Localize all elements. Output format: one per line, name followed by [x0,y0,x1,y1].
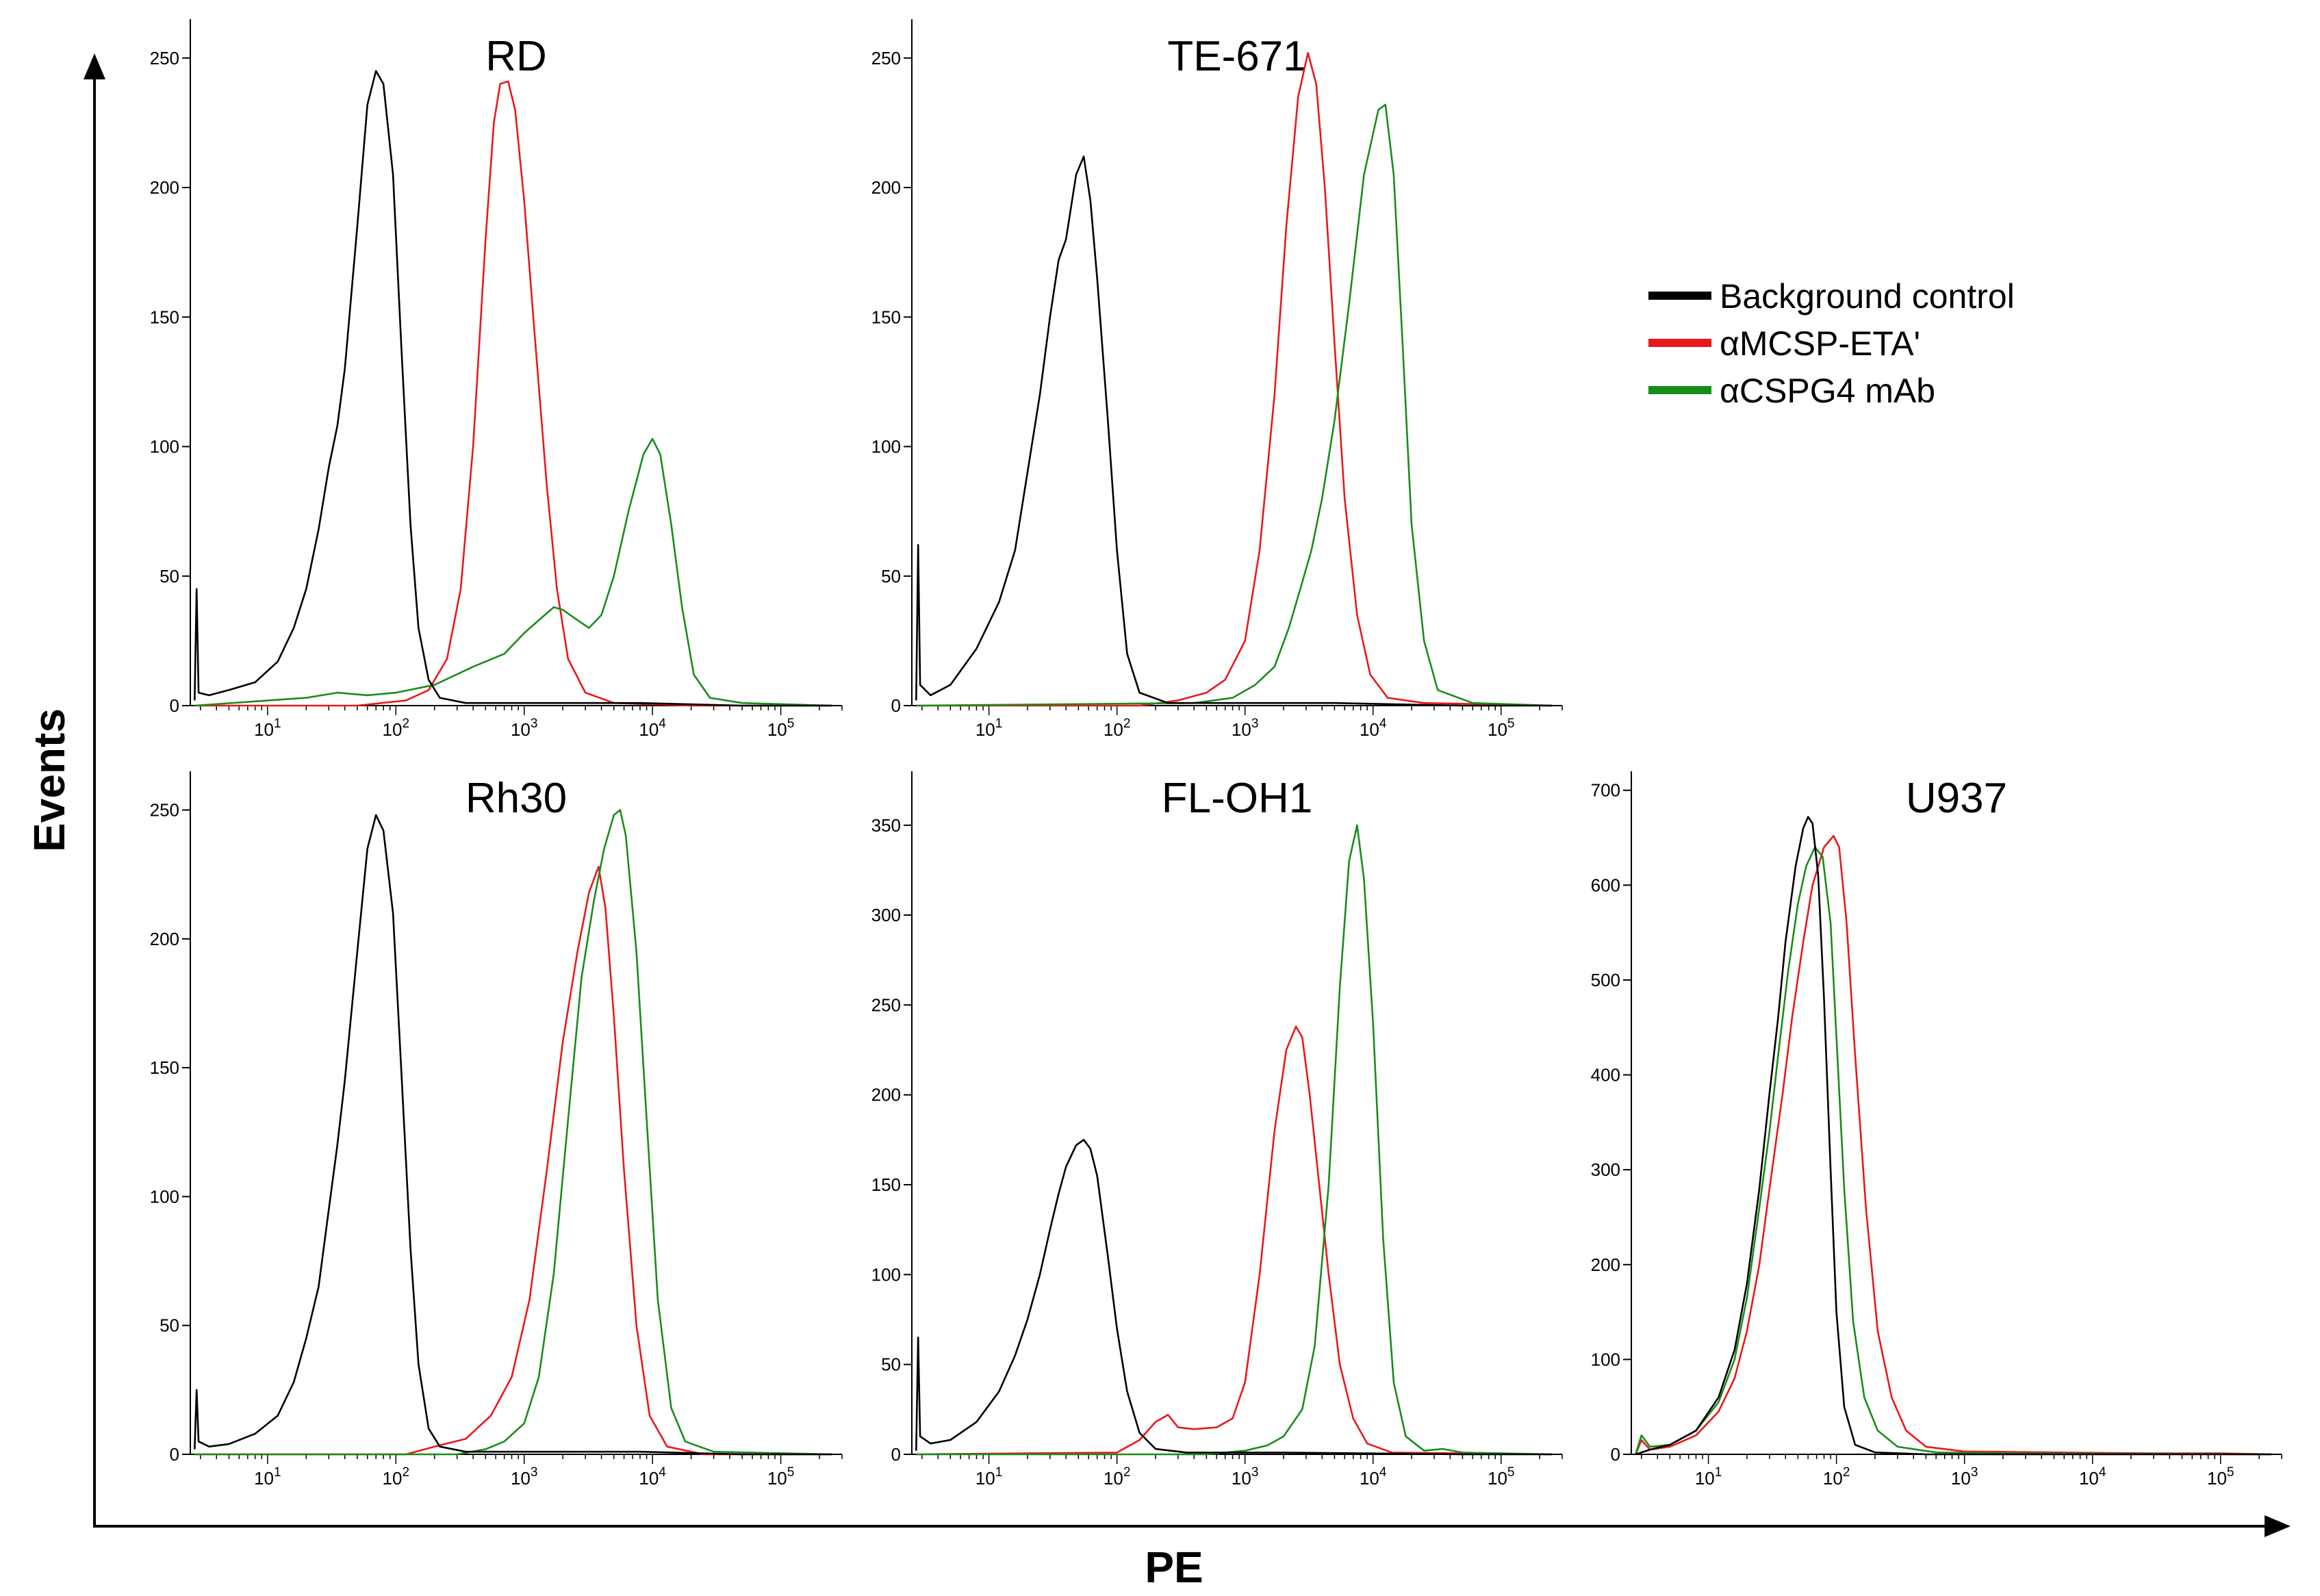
y-tick-label: 400 [1591,1065,1620,1085]
y-tick-label: 0 [891,1444,901,1465]
y-tick-label: 250 [150,799,179,820]
y-tick-label: 0 [170,695,179,716]
x-tick-label: 103 [1232,717,1259,740]
panel-title: RD [485,33,547,80]
global-axes: PE Events [25,53,2291,1592]
x-tick-label: 103 [1232,1465,1259,1489]
y-tick-label: 150 [150,307,179,327]
x-tick-label: 104 [1360,1465,1387,1489]
legend-label-mcsp-eta: αMCSP-ETA' [1720,324,1920,363]
series-line--mcsp-eta- [916,51,1553,707]
y-tick-label: 0 [1611,1444,1620,1465]
x-tick-label: 103 [511,1465,538,1489]
y-tick-label: 50 [160,1315,179,1336]
y-tick-label: 200 [150,929,179,949]
legend: Background control αMCSP-ETA' αCSPG4 mAb [1648,277,2015,410]
x-tick-label: 103 [511,717,538,740]
y-tick-label: 100 [1591,1349,1620,1369]
panel-title: U937 [1906,775,2007,822]
y-tick-label: 250 [871,994,901,1015]
legend-label-cspg4-mab: αCSPG4 mAb [1720,372,1935,410]
series-line-background-control [194,70,832,707]
series-line--mcsp-eta- [194,866,832,1456]
x-tick-label: 101 [254,1465,281,1489]
y-tick-label: 100 [871,1264,901,1285]
y-tick-label: 150 [150,1057,179,1078]
series-line--cspg4-mab [194,809,832,1456]
y-tick-label: 100 [150,437,179,457]
x-tick-label: 103 [1951,1465,1978,1489]
series-line--cspg4-mab [916,824,1553,1456]
legend-label-background: Background control [1720,277,2015,316]
y-tick-label: 200 [871,177,901,198]
y-tick-label: 200 [150,177,179,198]
x-tick-label: 104 [639,717,666,740]
y-axis-arrowhead [84,53,105,79]
panel-fl-oh1: FL-OH1 0 50 100 150 200 250 300 350 101 102 103 104… [871,771,1563,1489]
y-tick-label: 150 [871,307,901,327]
y-tick-label: 100 [150,1186,179,1207]
x-tick-label: 104 [1360,717,1387,740]
x-tick-label: 102 [383,717,410,740]
y-tick-label: 0 [891,695,901,716]
panel-te-671: TE-671 0 50 100 150 200 250 101 102 103 104 105 [871,19,1563,740]
panel-u937: U937 0 100 200 300 400 500 600 700 101 102 103 104 1… [1591,771,2282,1489]
y-tick-label: 300 [1591,1159,1620,1180]
x-tick-label: 105 [767,717,795,740]
y-tick-label: 50 [160,566,179,587]
series-line-background-control [915,1139,1553,1456]
y-tick-label: 350 [871,815,901,836]
series-line--mcsp-eta- [916,1025,1553,1456]
series-line--cspg4-mab [194,437,832,707]
x-tick-label: 105 [1488,717,1515,740]
x-tick-label: 101 [976,1465,1003,1489]
x-tick-label: 101 [976,717,1003,740]
y-tick-label: 0 [170,1444,179,1465]
y-tick-label: 250 [150,48,179,68]
y-tick-label: 500 [1591,970,1620,990]
series-line-background-control [915,155,1553,707]
x-tick-label: 102 [383,1465,410,1489]
y-tick-label: 200 [1591,1254,1620,1275]
x-tick-label: 104 [2079,1465,2106,1489]
panel-title: TE-671 [1167,33,1306,80]
x-tick-label: 101 [1695,1465,1722,1489]
x-tick-label: 104 [639,1465,666,1489]
panel-title: Rh30 [466,775,567,822]
y-tick-label: 250 [871,48,901,68]
series-line--mcsp-eta- [194,80,832,707]
x-axis-arrowhead [2265,1515,2291,1537]
y-tick-label: 150 [871,1174,901,1195]
x-tick-label: 101 [254,717,281,740]
series-line-background-control [1635,816,2272,1456]
series-line--cspg4-mab [1635,846,2272,1456]
y-tick-label: 200 [871,1085,901,1105]
y-tick-label: 300 [871,905,901,925]
x-tick-label: 105 [767,1465,795,1489]
x-axis-title: PE [1145,1543,1203,1592]
y-tick-label: 50 [881,1354,901,1375]
series-line--cspg4-mab [916,103,1553,707]
panel-title: FL-OH1 [1162,775,1312,822]
y-tick-label: 700 [1591,780,1620,801]
series-line--mcsp-eta- [1635,835,2272,1456]
x-tick-label: 102 [1823,1465,1850,1489]
series-line-background-control [194,814,832,1456]
y-tick-label: 100 [871,437,901,457]
x-tick-label: 102 [1104,1465,1131,1489]
x-tick-label: 105 [2207,1465,2234,1489]
y-tick-label: 50 [881,566,901,587]
panel-rh30: Rh30 0 50 100 150 200 250 101 102 103 104 105 [150,771,843,1489]
panel-rd: RD 0 50 100 150 200 250 101 102 103 104 105 [150,19,843,740]
y-tick-label: 600 [1591,875,1620,895]
y-axis-title: Events [25,708,74,852]
x-tick-label: 102 [1104,717,1131,740]
x-tick-label: 105 [1488,1465,1515,1489]
